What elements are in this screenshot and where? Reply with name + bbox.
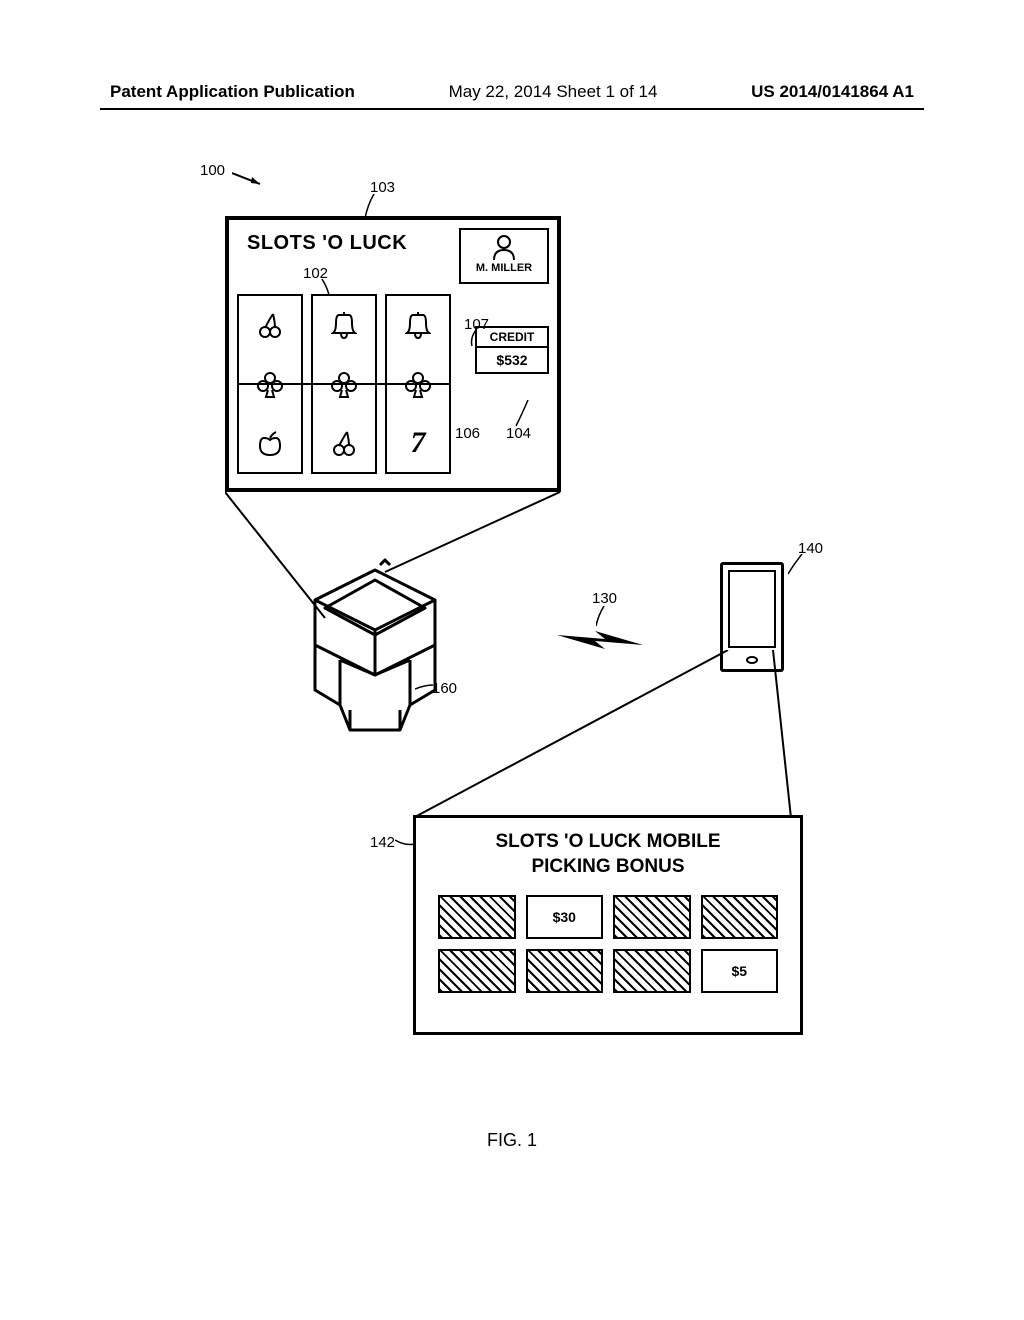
leader-130: [596, 606, 612, 628]
reel-cell: [239, 296, 301, 355]
bell-icon: [405, 309, 431, 341]
payline: [237, 383, 451, 385]
apple-icon: [254, 428, 286, 458]
ref-100: 100: [200, 162, 225, 179]
bonus-tile[interactable]: [613, 895, 691, 939]
bonus-title-line2: PICKING BONUS: [531, 856, 684, 877]
bonus-grid: $30 $5: [416, 883, 800, 1001]
ref-130: 130: [592, 590, 617, 607]
reel-cell: [239, 413, 301, 472]
user-icon: [489, 232, 519, 262]
leader-140: [788, 554, 806, 576]
slot-title: SLOTS 'O LUCK: [247, 232, 407, 255]
ref-104: 104: [506, 425, 531, 442]
bolt-icon: [555, 627, 645, 657]
phone-screen: [728, 570, 776, 648]
ref-160: 160: [432, 680, 457, 697]
reel-cell: 7: [387, 413, 449, 472]
bonus-panel: SLOTS 'O LUCK MOBILE PICKING BONUS $30 $…: [413, 815, 803, 1035]
gaming-machine: [285, 550, 455, 740]
ref-102: 102: [303, 265, 328, 282]
slot-screen: SLOTS 'O LUCK M. MILLER: [225, 216, 561, 492]
cherry-icon: [255, 310, 285, 340]
header-rule: [100, 108, 924, 110]
bonus-tile[interactable]: [526, 949, 604, 993]
bonus-tile-revealed[interactable]: $30: [526, 895, 604, 939]
reel-cell: [313, 413, 375, 472]
header-center: May 22, 2014 Sheet 1 of 14: [449, 82, 658, 102]
callout-phone-to-bonus: [413, 650, 793, 820]
figure-caption: FIG. 1: [0, 1130, 1024, 1151]
bonus-tile[interactable]: [438, 895, 516, 939]
phone: [720, 562, 784, 672]
bonus-title-line1: SLOTS 'O LUCK MOBILE: [495, 831, 720, 852]
bonus-tile-revealed[interactable]: $5: [701, 949, 779, 993]
phone-home-button: [746, 656, 758, 664]
header-right: US 2014/0141864 A1: [751, 82, 914, 102]
bonus-title: SLOTS 'O LUCK MOBILE PICKING BONUS: [416, 818, 800, 883]
page-header: Patent Application Publication May 22, 2…: [110, 82, 914, 102]
seven-symbol: 7: [411, 426, 426, 460]
ref-103: 103: [370, 179, 395, 196]
ref-142: 142: [370, 834, 395, 851]
user-box: M. MILLER: [459, 228, 549, 284]
bonus-tile[interactable]: [701, 895, 779, 939]
ref-106: 106: [455, 425, 480, 442]
reel-cell: [387, 296, 449, 355]
ref-107: 107: [464, 316, 489, 333]
header-left: Patent Application Publication: [110, 82, 355, 102]
cherry-icon: [329, 428, 359, 458]
bonus-tile[interactable]: [613, 949, 691, 993]
credit-box: CREDIT $532: [475, 326, 549, 374]
credit-value: $532: [475, 346, 549, 374]
arrow-100: [232, 168, 272, 188]
ref-140: 140: [798, 540, 823, 557]
user-name: M. MILLER: [461, 262, 547, 274]
reel-cell: [313, 296, 375, 355]
bell-icon: [331, 309, 357, 341]
bonus-tile[interactable]: [438, 949, 516, 993]
